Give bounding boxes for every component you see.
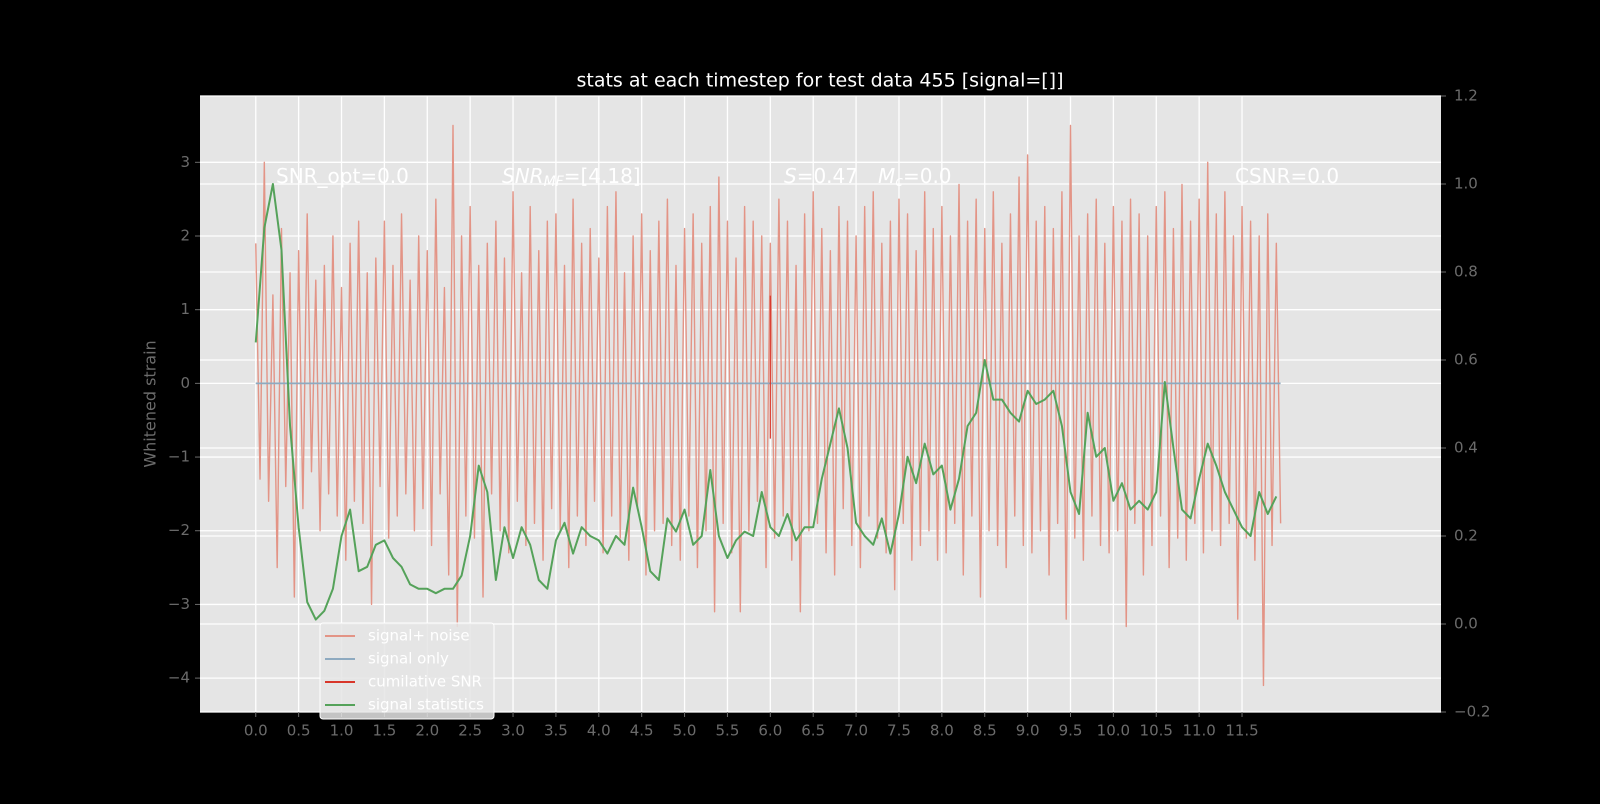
x-tick-label: 10.0 — [1097, 722, 1130, 740]
y-tick-label: 2 — [180, 227, 190, 245]
y2-tick-label: 0.6 — [1454, 351, 1478, 369]
annotation: Mc=0.0 — [878, 164, 952, 191]
chart-title: stats at each timestep for test data 455… — [576, 70, 1063, 92]
y-tick-label: −4 — [168, 669, 190, 687]
legend-label: signal+ noise — [368, 627, 470, 645]
x-tick-label: 0.5 — [287, 722, 311, 740]
x-tick-label: 4.0 — [587, 722, 611, 740]
x-tick-label: 11.5 — [1225, 722, 1258, 740]
annotation-text: =0.47 — [797, 164, 858, 188]
x-tick-label: 9.0 — [1016, 722, 1040, 740]
annotation: CSNR=0.0 — [1235, 164, 1339, 188]
x-tick-label: 5.0 — [673, 722, 697, 740]
legend-label: cumilative SNR — [368, 673, 482, 691]
legend-label: signal statistics — [368, 696, 484, 714]
x-tick-label: 6.5 — [801, 722, 825, 740]
legend-box — [319, 622, 495, 720]
series-line — [255, 124, 1282, 687]
annotation-text: =0.0 — [903, 164, 952, 188]
legend-label: signal only — [368, 650, 449, 668]
plot-area — [200, 96, 1441, 712]
y-tick-label: −1 — [168, 448, 190, 466]
annotation-text: SNR_opt=0.0 — [276, 164, 409, 188]
y2-tick-label: 0.2 — [1454, 527, 1478, 545]
y-tick-label: −3 — [168, 595, 190, 613]
x-tick-label: 8.5 — [973, 722, 997, 740]
annotation-symbol: M — [878, 164, 895, 188]
x-tick-label: 4.5 — [630, 722, 654, 740]
y-tick-label: 1 — [180, 300, 190, 318]
x-tick-label: 3.0 — [501, 722, 525, 740]
y-tick-label: 0 — [180, 374, 190, 392]
x-tick-label: 11.0 — [1182, 722, 1215, 740]
y2-tick-label: 1.2 — [1454, 87, 1478, 105]
y-axis-label: Whitened strain — [141, 340, 160, 467]
annotation-text: CSNR=0.0 — [1235, 164, 1339, 188]
x-tick-label: 5.5 — [716, 722, 740, 740]
x-tick-label: 8.0 — [930, 722, 954, 740]
x-tick-label: 1.5 — [372, 722, 396, 740]
x-tick-label: 10.5 — [1140, 722, 1173, 740]
annotation-symbol: SNR — [502, 164, 544, 188]
annotation-subscript: MF — [544, 174, 565, 190]
y2-tick-label: −0.2 — [1454, 703, 1490, 721]
series-line — [254, 183, 1278, 621]
x-tick-label: 7.5 — [887, 722, 911, 740]
x-tick-label: 9.5 — [1059, 722, 1083, 740]
x-tick-label: 3.5 — [544, 722, 568, 740]
annotation: SNRMF=[4.18] — [502, 164, 641, 191]
annotation-text: =[4.18] — [564, 164, 641, 188]
x-tick-label: 1.0 — [330, 722, 354, 740]
annotation-symbol: S — [784, 164, 797, 188]
annotation: S=0.47 — [784, 164, 858, 188]
y2-tick-label: 0.4 — [1454, 439, 1478, 457]
annotation: SNR_opt=0.0 — [276, 164, 409, 188]
y2-tick-label: 0.0 — [1454, 615, 1478, 633]
x-tick-label: 0.0 — [244, 722, 268, 740]
y2-tick-label: 1.0 — [1454, 175, 1478, 193]
x-tick-label: 7.0 — [844, 722, 868, 740]
y-tick-label: −2 — [168, 521, 190, 539]
annotation-subscript: c — [895, 174, 903, 190]
y-tick-label: 3 — [180, 153, 190, 171]
x-tick-label: 2.5 — [458, 722, 482, 740]
y2-tick-label: 0.8 — [1454, 263, 1478, 281]
x-tick-label: 2.0 — [415, 722, 439, 740]
x-tick-label: 6.0 — [758, 722, 782, 740]
